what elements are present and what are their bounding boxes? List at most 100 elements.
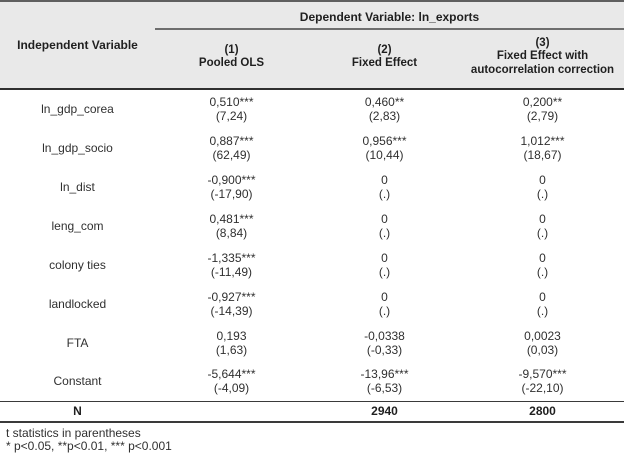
cell: 0,956*** (10,44)	[308, 128, 461, 167]
estimate: 0,460**	[364, 95, 405, 109]
cell: 0,460** (2,83)	[308, 89, 461, 128]
model-number: (1)	[224, 43, 239, 56]
observations-row: N 2940 2800	[0, 400, 624, 423]
t-statistic: (-0,33)	[366, 342, 403, 357]
cell: 0 (.)	[308, 167, 461, 206]
estimate: 0,887***	[209, 133, 254, 148]
table-row-colony-ties: colony ties -1,335*** (-11,49) 0 (.) 0 (.)	[0, 245, 624, 284]
estimate: -0,0338	[364, 328, 405, 343]
row-variable: leng_com	[51, 218, 104, 233]
estimate: 0,510***	[209, 95, 254, 109]
t-statistic: (0,03)	[526, 342, 559, 357]
note-tstat: t statistics in parentheses	[6, 425, 141, 440]
model-number: (3)	[535, 36, 550, 49]
n-value: 2800	[461, 400, 624, 423]
cell: -13,96*** (-6,53)	[308, 362, 461, 401]
column-header-fixed-effect-autocorrelation: (3) Fixed Effect with autocorrelation co…	[461, 29, 624, 90]
estimate: 0	[539, 211, 546, 226]
estimate: 0	[381, 250, 388, 265]
t-statistic: (7,24)	[215, 109, 248, 123]
column-header-fixed-effect: (2) Fixed Effect	[308, 29, 461, 90]
model-name: Fixed Effect with autocorrelation correc…	[470, 50, 615, 76]
table-row-ln-dist: ln_dist -0,900*** (-17,90) 0 (.) 0 (.)	[0, 167, 624, 206]
table-row-ln-gdp-corea: ln_gdp_corea 0,510*** (7,24) 0,460** (2,83…	[0, 89, 624, 128]
regression-table: Independent Variable Dependent Variable:…	[0, 2, 624, 423]
t-statistic: (.)	[536, 186, 549, 201]
estimate: 0	[381, 172, 388, 187]
n-label: N	[0, 400, 155, 423]
estimate: 0	[539, 289, 546, 304]
cell: -0,0338 (-0,33)	[308, 323, 461, 362]
estimate: 0,0023	[524, 328, 561, 343]
estimate: -1,335***	[207, 250, 256, 265]
cell: 0 (.)	[461, 167, 624, 206]
cell: 0,0023 (0,03)	[461, 323, 624, 362]
model-name: Fixed Effect	[351, 57, 418, 69]
t-statistic: (2,79)	[526, 109, 559, 123]
table-row-leng-com: leng_com 0,481*** (8,84) 0 (.) 0 (.)	[0, 206, 624, 245]
cell: 0 (.)	[308, 284, 461, 323]
t-statistic: (18,67)	[523, 147, 562, 162]
estimate: 0,193	[216, 328, 247, 343]
cell: 0 (.)	[308, 206, 461, 245]
table-row-constant: Constant -5,644*** (-4,09) -13,96*** (-6,5…	[0, 362, 624, 401]
table-notes: t statistics in parentheses * p<0.05, **…	[0, 423, 624, 456]
cell: 0,887*** (62,49)	[155, 128, 308, 167]
table-row-ln-gdp-socio: ln_gdp_socio 0,887*** (62,49) 0,956*** (10…	[0, 128, 624, 167]
cell: -1,335*** (-11,49)	[155, 245, 308, 284]
cell: -9,570*** (-22,10)	[461, 362, 624, 401]
row-variable: ln_gdp_socio	[42, 140, 113, 155]
t-statistic: (2,83)	[368, 109, 401, 123]
n-value	[155, 400, 308, 423]
t-statistic: (.)	[378, 264, 391, 279]
t-statistic: (.)	[536, 303, 549, 318]
column-header-pooled-ols: (1) Pooled OLS	[155, 29, 308, 90]
cell: 0,510*** (7,24)	[155, 89, 308, 128]
estimate: 0,956***	[362, 133, 407, 148]
cell: -5,644*** (-4,09)	[155, 362, 308, 401]
model-name: Pooled OLS	[198, 57, 265, 69]
t-statistic: (8,84)	[215, 225, 248, 240]
table-row-landlocked: landlocked -0,927*** (-14,39) 0 (.) 0 (.)	[0, 284, 624, 323]
cell: 1,012*** (18,67)	[461, 128, 624, 167]
row-variable: Constant	[53, 374, 102, 389]
t-statistic: (1,63)	[215, 342, 248, 357]
table-row-fta: FTA 0,193 (1,63) -0,0338 (-0,33) 0,0023 (0,…	[0, 323, 624, 362]
estimate: 0	[381, 211, 388, 226]
t-statistic: (-17,90)	[210, 186, 253, 201]
estimate: 1,012***	[520, 133, 565, 148]
estimate: -0,927***	[207, 289, 256, 304]
table-header: Independent Variable Dependent Variable:…	[0, 2, 624, 90]
cell: -0,927*** (-14,39)	[155, 284, 308, 323]
cell: -0,900*** (-17,90)	[155, 167, 308, 206]
t-statistic: (-6,53)	[366, 381, 403, 396]
cell: 0 (.)	[461, 206, 624, 245]
t-statistic: (.)	[378, 225, 391, 240]
independent-variable-header: Independent Variable	[0, 2, 155, 90]
t-statistic: (.)	[536, 225, 549, 240]
estimate: 0	[539, 250, 546, 265]
cell: 0 (.)	[308, 245, 461, 284]
table-body: ln_gdp_corea 0,510*** (7,24) 0,460** (2,83…	[0, 89, 624, 423]
t-statistic: (.)	[536, 264, 549, 279]
row-variable: FTA	[66, 335, 89, 350]
row-variable: ln_dist	[60, 179, 95, 194]
t-statistic: (.)	[378, 303, 391, 318]
t-statistic: (-22,10)	[521, 381, 564, 396]
t-statistic: (-4,09)	[213, 381, 250, 396]
estimate: 0	[381, 289, 388, 304]
cell: 0,200** (2,79)	[461, 89, 624, 128]
t-statistic: (.)	[378, 186, 391, 201]
estimate: -13,96***	[360, 367, 409, 382]
row-variable: ln_gdp_corea	[41, 102, 114, 116]
cell: 0,193 (1,63)	[155, 323, 308, 362]
row-variable: colony ties	[49, 257, 106, 272]
note-significance: * p<0.05, **p<0.01, *** p<0.001	[6, 439, 172, 453]
t-statistic: (10,44)	[365, 147, 404, 162]
estimate: 0,481***	[209, 211, 254, 226]
cell: 0,481*** (8,84)	[155, 206, 308, 245]
n-value: 2940	[308, 400, 461, 423]
estimate: 0,200**	[522, 95, 563, 109]
dependent-variable-header: Dependent Variable: ln_exports	[155, 2, 624, 30]
